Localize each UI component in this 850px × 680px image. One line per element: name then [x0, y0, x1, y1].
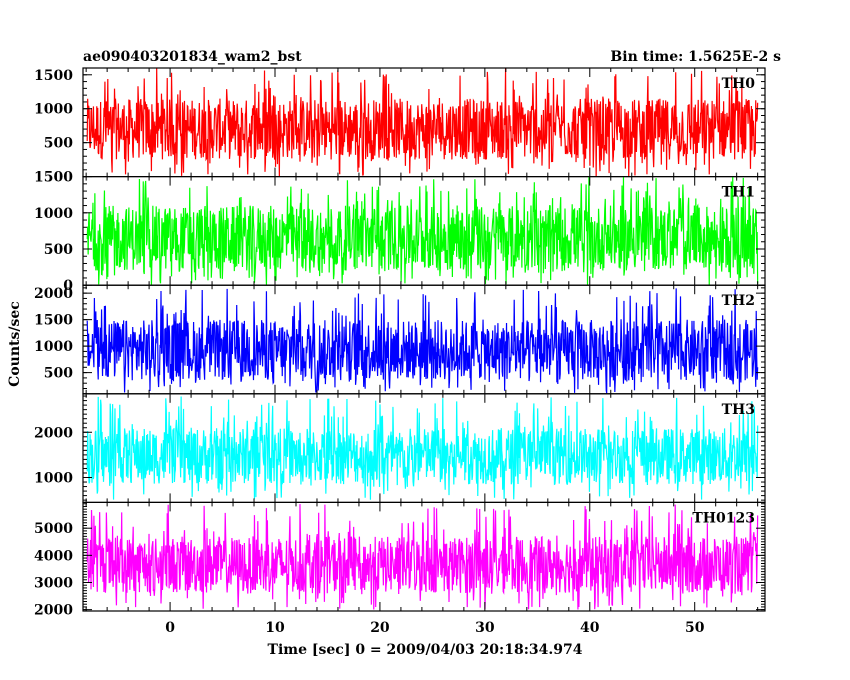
panel-th0123: 2000 3000 4000 5000 TH0123: [34, 501, 766, 619]
x-tick-label: 30: [475, 620, 495, 636]
bin-time-label: Bin time: 1.5625E-2 s: [610, 49, 781, 65]
panel-th0: 500 1000 1500 TH0: [34, 67, 766, 178]
y-tick-label: 1000: [34, 206, 73, 222]
y-tick-label: 0: [63, 278, 73, 294]
y-tick-label: 1500: [34, 170, 73, 186]
y-tick-label: 2000: [34, 286, 73, 302]
panel-label: TH0: [722, 76, 756, 92]
x-tick-label: 0: [165, 620, 175, 636]
panel-th3: 1000 2000 TH3: [34, 393, 766, 503]
y-tick-label: 2000: [34, 603, 73, 619]
series-th0123: [86, 504, 759, 610]
x-tick-label: 40: [580, 620, 600, 636]
panel-th1: 0 500 1000 1500 TH1: [34, 170, 766, 294]
y-tick-label: 500: [44, 136, 73, 152]
chart-title: ae090403201834_wam2_bst: [83, 49, 302, 65]
series-th3: [86, 396, 759, 500]
x-tick-label: 50: [685, 620, 705, 636]
x-tick-label: 10: [265, 620, 285, 636]
panel-frame: [82, 501, 766, 612]
y-tick-label: 1000: [34, 102, 73, 118]
panel-label: TH0123: [692, 510, 755, 526]
panel-th2: 500 1000 1500 2000 TH2: [34, 284, 766, 395]
y-tick-label: 500: [44, 242, 73, 258]
y-tick-label: 1000: [34, 339, 73, 355]
series-th2: [86, 288, 759, 394]
panel-label: TH2: [722, 293, 755, 309]
x-tick-label: 20: [370, 620, 390, 636]
x-axis-label: Time [sec] 0 = 2009/04/03 20:18:34.974: [268, 642, 583, 658]
y-tick-label: 1000: [34, 471, 73, 487]
panels-group: 500 1000 1500 TH0 0 500 1000 1500 TH1 500 1000 1500…: [34, 67, 766, 619]
y-tick-label: 500: [44, 366, 73, 382]
y-tick-label: 1500: [34, 68, 73, 84]
y-tick-label: 4000: [34, 548, 73, 564]
panel-label: TH1: [722, 185, 755, 201]
y-tick-label: 2000: [34, 425, 73, 441]
series-th0: [86, 68, 759, 177]
y-tick-label: 5000: [34, 521, 73, 537]
y-axis-label: Counts/sec: [7, 301, 23, 387]
y-tick-label: 1500: [34, 313, 73, 329]
panel-label: TH3: [722, 402, 755, 418]
series-th1: [86, 176, 759, 286]
y-tick-label: 3000: [34, 575, 73, 591]
x-tick-labels: 0 10 20 30 40 50: [165, 620, 704, 636]
